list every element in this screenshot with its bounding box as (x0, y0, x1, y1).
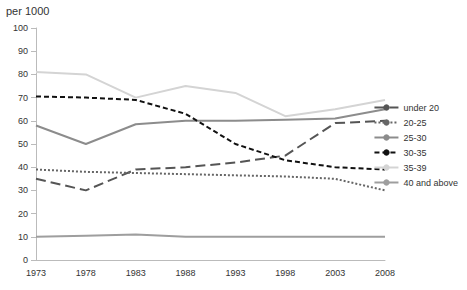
svg-text:25-30: 25-30 (403, 133, 426, 143)
svg-text:1988: 1988 (176, 268, 196, 278)
svg-text:10: 10 (18, 232, 28, 242)
svg-text:40: 40 (18, 162, 28, 172)
svg-text:2008: 2008 (375, 268, 395, 278)
svg-text:50: 50 (18, 139, 28, 149)
svg-text:70: 70 (18, 93, 28, 103)
svg-text:1973: 1973 (26, 268, 46, 278)
svg-text:30-35: 30-35 (403, 148, 426, 158)
svg-text:1998: 1998 (275, 268, 295, 278)
svg-text:20-25: 20-25 (403, 118, 426, 128)
svg-text:per 1000: per 1000 (6, 5, 49, 17)
svg-text:30: 30 (18, 185, 28, 195)
svg-text:90: 90 (18, 46, 28, 56)
svg-text:35-39: 35-39 (403, 163, 426, 173)
svg-text:80: 80 (18, 69, 28, 79)
svg-text:40 and above: 40 and above (403, 178, 458, 188)
svg-text:60: 60 (18, 116, 28, 126)
svg-text:1993: 1993 (225, 268, 245, 278)
svg-text:0: 0 (23, 255, 28, 265)
svg-text:1983: 1983 (126, 268, 146, 278)
svg-text:2003: 2003 (325, 268, 345, 278)
svg-text:under 20: under 20 (403, 103, 439, 113)
svg-text:20: 20 (18, 209, 28, 219)
svg-text:100: 100 (13, 23, 28, 33)
svg-text:1978: 1978 (76, 268, 96, 278)
